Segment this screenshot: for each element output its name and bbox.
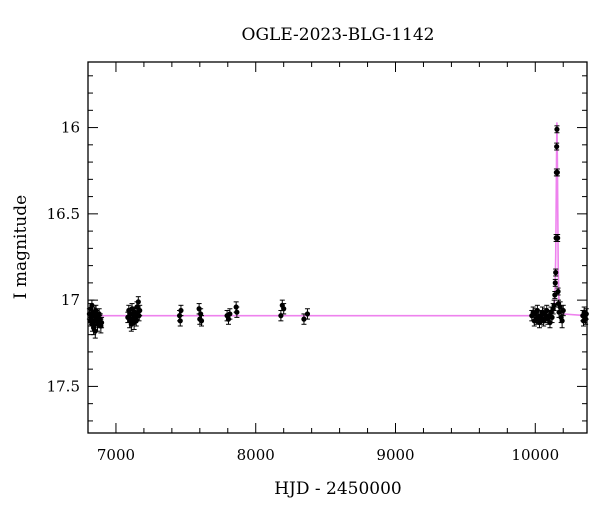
point-marker [304, 311, 311, 317]
point-marker [227, 311, 233, 317]
model-curve [88, 122, 588, 317]
data-point [555, 234, 561, 242]
point-marker [553, 269, 559, 276]
point-marker [178, 307, 184, 314]
data-point [554, 168, 560, 177]
point-marker [554, 126, 560, 132]
plot-frame [87, 61, 588, 434]
data-point [281, 303, 287, 315]
point-marker [554, 143, 560, 150]
point-marker [177, 318, 183, 324]
data-point [304, 308, 311, 320]
point-marker [281, 306, 287, 312]
point-marker [135, 299, 141, 305]
data-point [552, 291, 558, 299]
point-marker [554, 169, 560, 176]
data-point [549, 311, 555, 324]
y-axis: 16 16.5 17 17.5 [47, 75, 587, 422]
point-marker [555, 288, 561, 295]
data-point [278, 309, 284, 322]
y-axis-label: I magnitude [11, 195, 31, 299]
data-point [234, 306, 240, 318]
data-point [227, 308, 233, 320]
data-point [178, 304, 184, 317]
point-marker [560, 307, 566, 314]
y-tick-label: 16.5 [47, 205, 80, 223]
point-marker [559, 318, 565, 324]
point-marker [234, 309, 240, 315]
x-axis-label: HJD - 2450000 [274, 479, 402, 499]
point-marker [198, 318, 205, 324]
point-marker [137, 307, 143, 314]
y-tick-label: 16 [61, 119, 80, 137]
data-point [552, 278, 558, 287]
x-tick-label: 10000 [511, 446, 559, 464]
data-point [559, 313, 565, 329]
point-marker [555, 235, 561, 241]
point-marker [98, 319, 105, 326]
y-tick-label: 17 [61, 291, 80, 309]
data-point [554, 142, 560, 151]
data-point [551, 299, 557, 311]
y-tick-label: 17.5 [47, 377, 80, 395]
point-marker [552, 280, 558, 286]
point-marker [551, 302, 557, 308]
chart-title: OGLE-2023-BLG-1142 [242, 25, 435, 45]
data-point [553, 268, 559, 277]
x-axis: 7000 8000 9000 10000 [87, 62, 564, 464]
point-marker [549, 314, 555, 320]
model-curve-layer [88, 122, 588, 317]
data-point [555, 287, 561, 296]
data-point [554, 125, 560, 134]
data-point [98, 316, 105, 329]
point-marker [583, 311, 589, 317]
x-tick-label: 9000 [376, 446, 414, 464]
data-point [198, 315, 205, 327]
data-point [137, 304, 143, 317]
data-points-layer [86, 125, 589, 339]
point-marker [552, 292, 558, 298]
point-marker [301, 316, 307, 322]
data-point [560, 304, 566, 317]
x-tick-label: 7000 [97, 446, 135, 464]
x-tick-label: 8000 [237, 446, 275, 464]
